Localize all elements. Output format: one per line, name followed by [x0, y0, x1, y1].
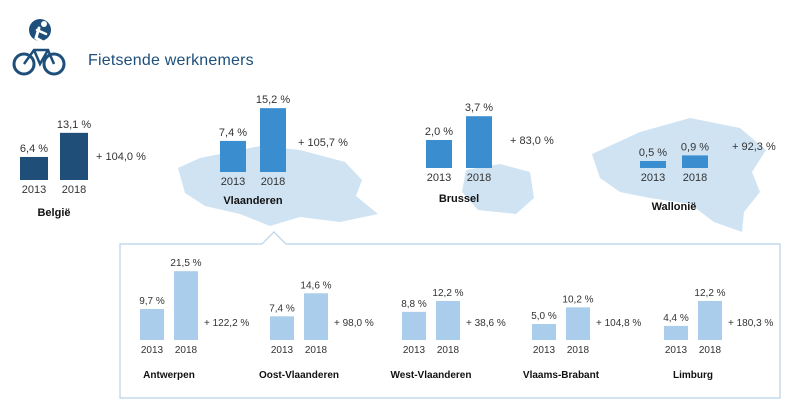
year-label-west-vlaanderen-2013: 2013 — [403, 345, 426, 356]
value-label-brussel-2018: 3,7 % — [465, 102, 493, 114]
bar-vlaams-brabant-2013 — [532, 324, 556, 340]
year-label-belgi--2013: 2013 — [22, 184, 46, 196]
year-label-brussel-2013: 2013 — [427, 172, 451, 184]
bar-west-vlaanderen-2018 — [436, 300, 460, 340]
year-label-limburg-2018: 2018 — [699, 345, 722, 356]
year-label-brussel-2018: 2018 — [467, 172, 491, 184]
value-label-limburg-2013: 4,4 % — [663, 313, 689, 324]
bar-brussel-2018 — [466, 116, 492, 168]
region-name-west-vlaanderen: West-Vlaanderen — [391, 370, 472, 381]
year-label-limburg-2013: 2013 — [665, 345, 688, 356]
bar-oost-vlaanderen-2013 — [270, 316, 294, 340]
value-label-vlaams-brabant-2018: 10,2 % — [562, 294, 593, 305]
change-label-oost-vlaanderen: + 98,0 % — [334, 318, 374, 329]
value-label-limburg-2018: 12,2 % — [694, 288, 725, 299]
year-label-vlaanderen-2013: 2013 — [221, 176, 245, 188]
bar-vlaanderen-2013 — [220, 140, 246, 172]
header: Fietsende werknemers — [10, 10, 310, 80]
bar-limburg-2018 — [698, 300, 722, 340]
bar-walloni--2013 — [640, 161, 666, 168]
map-brussel — [462, 164, 534, 214]
year-label-oost-vlaanderen-2018: 2018 — [305, 345, 328, 356]
year-label-west-vlaanderen-2018: 2018 — [437, 345, 460, 356]
bar-brussel-2013 — [426, 140, 452, 168]
cyclist-icon — [12, 19, 66, 76]
value-label-vlaanderen-2018: 15,2 % — [256, 94, 290, 106]
bar-antwerpen-2013 — [140, 308, 164, 340]
value-label-oost-vlaanderen-2013: 7,4 % — [269, 303, 295, 314]
year-label-walloni--2013: 2013 — [641, 172, 665, 184]
region-name-walloni-: Wallonië — [652, 201, 697, 213]
bar-oost-vlaanderen-2018 — [304, 293, 328, 340]
year-label-antwerpen-2013: 2013 — [141, 345, 164, 356]
change-label-belgi-: + 104,0 % — [96, 151, 146, 163]
change-label-walloni-: + 92,3 % — [732, 141, 776, 153]
region-name-vlaams-brabant: Vlaams-Brabant — [523, 370, 600, 381]
value-label-belgi--2013: 6,4 % — [20, 143, 48, 155]
value-label-vlaanderen-2013: 7,4 % — [219, 127, 247, 139]
year-label-belgi--2018: 2018 — [62, 184, 86, 196]
map-wallonie — [592, 118, 766, 232]
bar-limburg-2013 — [664, 325, 688, 340]
bar-walloni--2018 — [682, 155, 708, 168]
value-label-brussel-2013: 2,0 % — [425, 126, 453, 138]
region-name-brussel: Brussel — [439, 193, 479, 205]
region-name-antwerpen: Antwerpen — [143, 370, 195, 381]
value-label-antwerpen-2018: 21,5 % — [170, 258, 201, 269]
value-label-walloni--2013: 0,5 % — [639, 147, 667, 159]
change-label-vlaanderen: + 105,7 % — [298, 137, 348, 149]
bar-antwerpen-2018 — [174, 271, 198, 340]
year-label-antwerpen-2018: 2018 — [175, 345, 198, 356]
bar-vlaanderen-2018 — [260, 108, 286, 172]
value-label-west-vlaanderen-2013: 8,8 % — [401, 299, 427, 310]
year-label-vlaams-brabant-2013: 2013 — [533, 345, 556, 356]
value-label-antwerpen-2013: 9,7 % — [139, 296, 165, 307]
year-label-vlaanderen-2018: 2018 — [261, 176, 285, 188]
region-name-belgi-: België — [37, 207, 70, 219]
page-title: Fietsende werknemers — [88, 52, 254, 69]
region-name-vlaanderen: Vlaanderen — [223, 195, 283, 207]
region-name-limburg: Limburg — [673, 370, 713, 381]
value-label-belgi--2018: 13,1 % — [57, 119, 91, 131]
bar-belgi--2018 — [60, 132, 88, 180]
change-label-west-vlaanderen: + 38,6 % — [466, 318, 506, 329]
change-label-brussel: + 83,0 % — [510, 135, 554, 147]
bar-west-vlaanderen-2013 — [402, 311, 426, 340]
value-label-oost-vlaanderen-2018: 14,6 % — [300, 280, 331, 291]
change-label-vlaams-brabant: + 104,8 % — [596, 318, 641, 329]
bar-belgi--2013 — [20, 156, 48, 180]
value-label-vlaams-brabant-2013: 5,0 % — [531, 311, 557, 322]
value-label-walloni--2018: 0,9 % — [681, 141, 709, 153]
change-label-limburg: + 180,3 % — [728, 318, 773, 329]
change-label-antwerpen: + 122,2 % — [204, 318, 249, 329]
region-name-oost-vlaanderen: Oost-Vlaanderen — [259, 370, 339, 381]
value-label-west-vlaanderen-2018: 12,2 % — [432, 288, 463, 299]
year-label-oost-vlaanderen-2013: 2013 — [271, 345, 294, 356]
year-label-walloni--2018: 2018 — [683, 172, 707, 184]
bar-vlaams-brabant-2018 — [566, 307, 590, 340]
year-label-vlaams-brabant-2018: 2018 — [567, 345, 590, 356]
